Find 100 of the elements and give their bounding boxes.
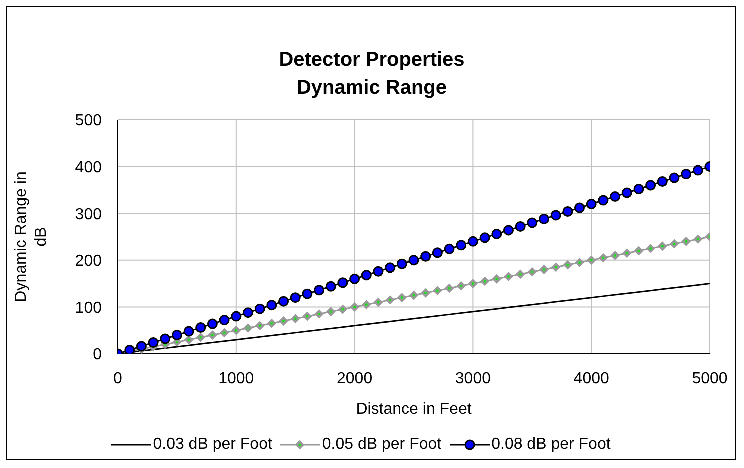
point <box>444 244 455 254</box>
point <box>244 324 253 333</box>
y-tick-label: 500 <box>75 112 102 130</box>
point <box>232 326 241 336</box>
point <box>646 244 656 254</box>
chart-title: Detector Properties <box>278 48 466 73</box>
point <box>291 314 300 324</box>
point <box>527 218 538 228</box>
point <box>634 184 644 195</box>
point <box>492 228 502 240</box>
point <box>374 298 383 308</box>
point <box>184 326 194 337</box>
point <box>622 188 632 198</box>
point <box>657 176 668 188</box>
point <box>692 165 704 176</box>
point <box>503 225 514 236</box>
point <box>290 292 301 304</box>
point <box>314 285 325 296</box>
point <box>279 316 288 326</box>
point <box>610 192 621 202</box>
point <box>148 338 159 348</box>
x-axis-title: Distance in Feet <box>356 401 472 418</box>
point <box>432 248 443 258</box>
point <box>540 265 549 274</box>
point <box>136 341 147 352</box>
point <box>552 262 561 272</box>
point <box>398 293 407 302</box>
y-tick-label: 100 <box>75 300 102 317</box>
point <box>326 307 336 316</box>
point <box>468 279 478 288</box>
point <box>575 258 584 268</box>
point <box>373 266 384 277</box>
point <box>562 206 574 217</box>
point <box>634 246 644 256</box>
point <box>208 330 218 340</box>
point <box>338 305 348 314</box>
point <box>338 278 348 288</box>
y-tick-label: 300 <box>75 206 102 224</box>
point <box>219 315 230 326</box>
point <box>326 281 336 292</box>
point <box>681 169 692 180</box>
point <box>196 322 206 334</box>
point <box>456 240 467 251</box>
point <box>574 202 586 214</box>
point <box>504 272 514 282</box>
point <box>646 180 656 191</box>
point <box>610 251 620 260</box>
point <box>421 288 430 298</box>
legend-label: 0.03 dB per Foot <box>153 436 272 454</box>
point <box>172 330 182 341</box>
x-tick-label: 2000 <box>337 370 373 388</box>
point <box>670 240 679 249</box>
point <box>254 304 266 314</box>
point <box>586 198 597 210</box>
point <box>622 248 632 258</box>
point <box>350 302 360 312</box>
point <box>550 210 562 221</box>
point <box>278 296 290 307</box>
point <box>408 255 420 266</box>
point <box>267 319 276 328</box>
point <box>682 237 691 246</box>
point <box>314 310 324 319</box>
point <box>231 311 242 322</box>
point <box>362 300 372 310</box>
point <box>538 214 550 224</box>
y-tick-label: 0 <box>93 346 102 364</box>
point <box>302 312 312 322</box>
point <box>242 308 254 318</box>
point <box>515 221 526 232</box>
point <box>420 251 432 262</box>
point <box>350 274 360 284</box>
x-tick-label: 0 <box>114 370 123 388</box>
x-tick-label: 3000 <box>455 370 492 388</box>
point <box>361 270 372 281</box>
point <box>433 286 442 296</box>
point <box>480 276 490 286</box>
point <box>302 288 313 300</box>
x-tick-label: 5000 <box>692 370 728 388</box>
y-tick-label: 400 <box>75 159 102 176</box>
point <box>658 242 668 251</box>
point <box>563 260 572 270</box>
point <box>196 333 206 342</box>
point <box>386 296 395 305</box>
point <box>468 236 478 247</box>
point <box>445 284 454 293</box>
x-tick-label: 4000 <box>574 370 610 388</box>
chart-subtitle: Dynamic Range <box>296 76 448 101</box>
point <box>220 328 230 338</box>
point <box>598 195 609 206</box>
point <box>694 234 703 244</box>
point <box>160 334 171 344</box>
point <box>492 274 502 284</box>
point <box>480 232 490 244</box>
point <box>587 256 596 265</box>
point <box>385 262 396 274</box>
legend-label: 0.08 dB per Foot <box>492 436 611 454</box>
point <box>410 291 418 300</box>
point <box>598 254 608 263</box>
legend-label: 0.05 dB per Foot <box>322 436 442 454</box>
point <box>669 172 680 184</box>
